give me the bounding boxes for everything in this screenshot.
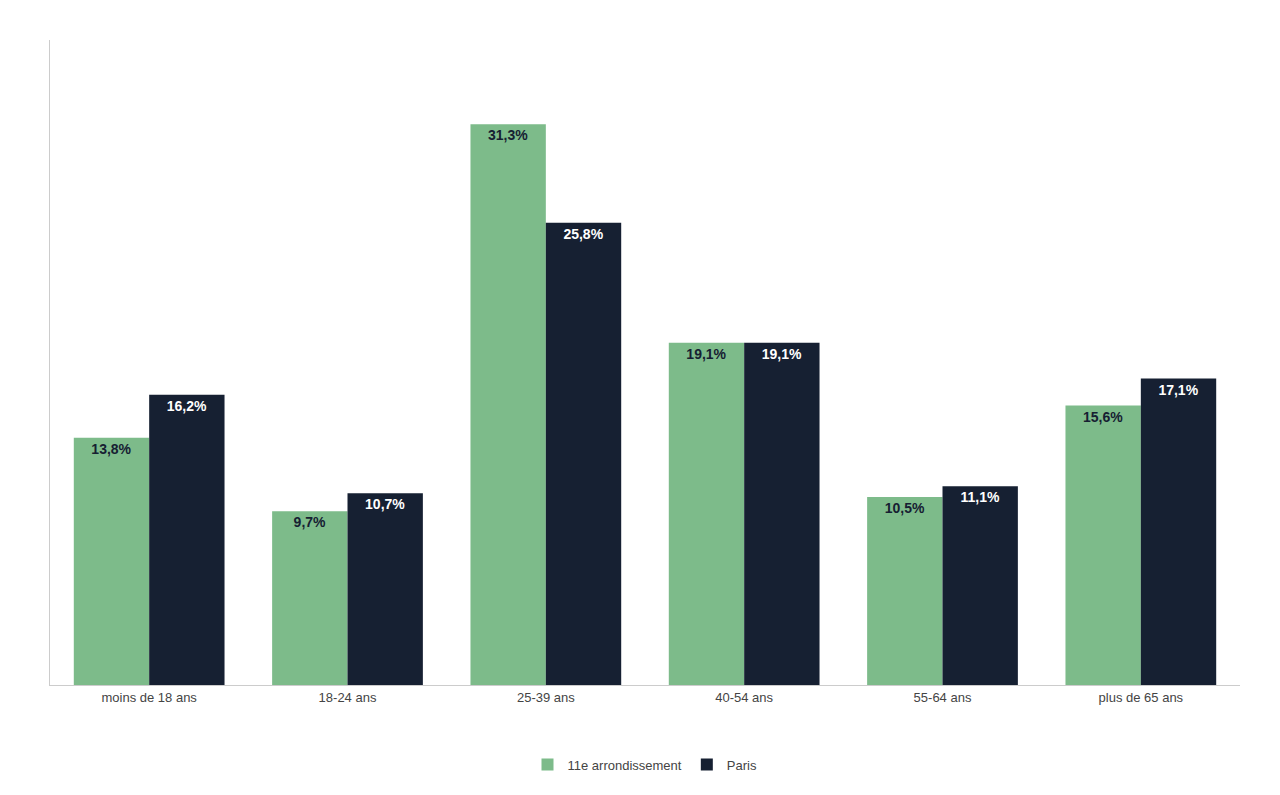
svg-text:9,7%: 9,7% [294, 514, 326, 530]
svg-text:40-54 ans: 40-54 ans [715, 690, 773, 705]
svg-text:18-24 ans: 18-24 ans [319, 690, 377, 705]
svg-text:17,1%: 17,1% [1158, 382, 1198, 398]
svg-text:19,1%: 19,1% [686, 346, 726, 362]
svg-text:11e arrondissement: 11e arrondissement [568, 758, 682, 773]
svg-text:Paris: Paris [727, 758, 757, 773]
svg-text:19,1%: 19,1% [762, 346, 802, 362]
svg-text:10,5%: 10,5% [885, 500, 925, 516]
svg-text:10,7%: 10,7% [365, 496, 405, 512]
svg-text:25-39 ans: 25-39 ans [517, 690, 575, 705]
svg-text:13,8%: 13,8% [91, 441, 131, 457]
svg-text:15,6%: 15,6% [1083, 409, 1123, 425]
svg-text:55-64 ans: 55-64 ans [914, 690, 972, 705]
svg-text:25,8%: 25,8% [563, 226, 603, 242]
svg-text:moins de 18 ans: moins de 18 ans [101, 690, 197, 705]
svg-text:11,1%: 11,1% [960, 489, 999, 505]
svg-text:16,2%: 16,2% [167, 398, 207, 414]
svg-text:31,3%: 31,3% [488, 127, 528, 143]
svg-text:plus de 65 ans: plus de 65 ans [1099, 690, 1184, 705]
